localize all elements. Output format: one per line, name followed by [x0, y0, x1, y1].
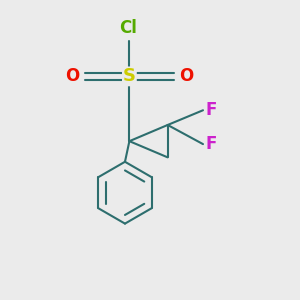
Text: S: S — [123, 68, 136, 85]
Text: Cl: Cl — [119, 19, 137, 37]
Text: O: O — [179, 68, 194, 85]
Text: O: O — [65, 68, 79, 85]
Text: F: F — [206, 135, 217, 153]
Text: F: F — [206, 101, 217, 119]
